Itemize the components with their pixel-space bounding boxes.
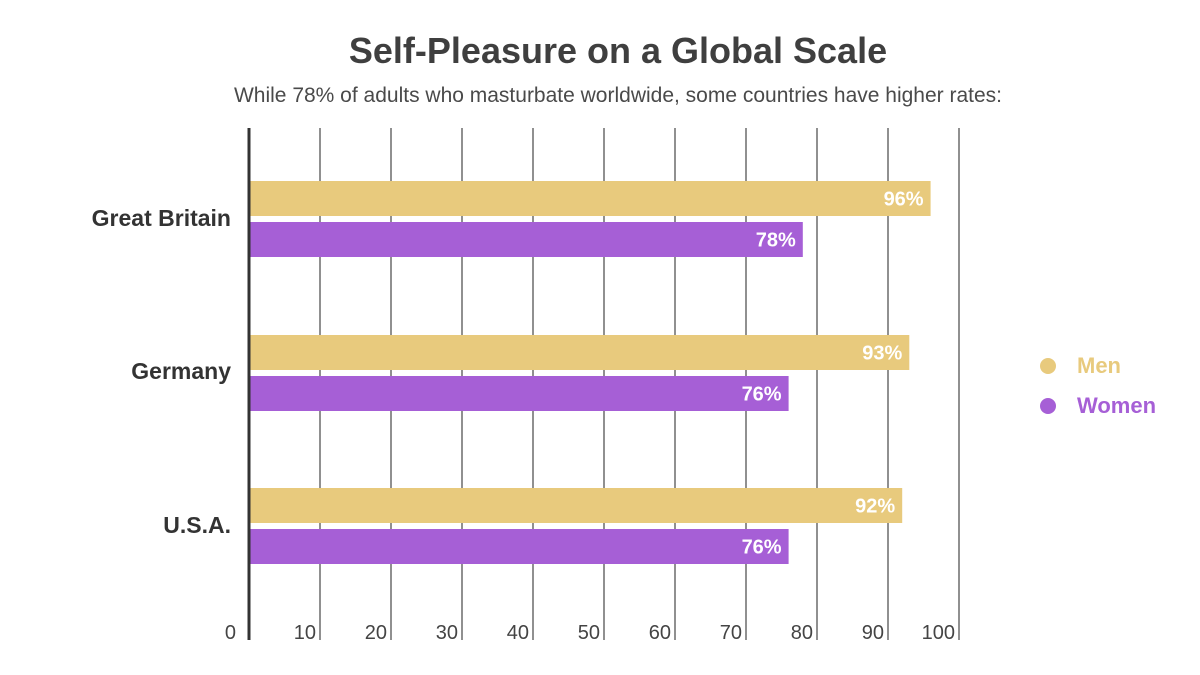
- legend-label-women: Women: [1077, 393, 1157, 418]
- chart-title: Self-Pleasure on a Global Scale: [348, 30, 888, 71]
- x-tick-label-100: 100: [922, 622, 955, 644]
- category-label-0: Great Britain: [92, 205, 231, 231]
- data-label-men-1: 93%: [862, 343, 902, 365]
- x-tick-label-80: 80: [791, 622, 813, 644]
- legend-swatch-men: [1040, 358, 1056, 374]
- data-label-women-0: 78%: [756, 230, 796, 252]
- x-tick-label-0: 0: [225, 622, 236, 644]
- bar-men-2: [249, 488, 903, 523]
- legend: Men Women: [1040, 346, 1156, 426]
- data-label-women-1: 76%: [742, 384, 782, 406]
- category-label-2: U.S.A.: [163, 512, 231, 538]
- legend-item-women: Women: [1040, 386, 1156, 426]
- legend-item-men: Men: [1040, 346, 1156, 386]
- chart-subtitle: While 78% of adults who masturbate world…: [233, 84, 1003, 107]
- x-tick-label-20: 20: [365, 622, 387, 644]
- x-tick-label-90: 90: [862, 622, 884, 644]
- bar-women-2: [249, 529, 789, 564]
- bar-women-0: [249, 222, 803, 257]
- bar-men-1: [249, 335, 910, 370]
- x-tick-label-10: 10: [294, 622, 316, 644]
- legend-swatch-women: [1040, 398, 1056, 414]
- legend-label-men: Men: [1077, 353, 1121, 378]
- data-label-women-2: 76%: [742, 537, 782, 559]
- x-tick-label-40: 40: [507, 622, 529, 644]
- bar-women-1: [249, 376, 789, 411]
- x-tick-label-30: 30: [436, 622, 458, 644]
- category-label-1: Germany: [131, 358, 231, 384]
- x-tick-label-50: 50: [578, 622, 600, 644]
- x-tick-label-60: 60: [649, 622, 671, 644]
- x-tick-label-70: 70: [720, 622, 742, 644]
- data-label-men-0: 96%: [884, 189, 924, 211]
- data-label-men-2: 92%: [855, 496, 895, 518]
- bar-men-0: [249, 181, 931, 216]
